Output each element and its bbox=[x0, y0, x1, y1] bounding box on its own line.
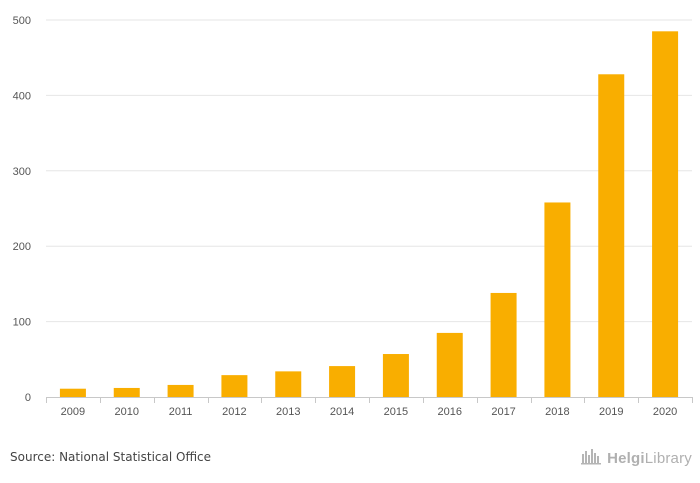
bar-2012 bbox=[221, 375, 248, 397]
y-tick-label: 0 bbox=[25, 392, 31, 404]
y-tick-label: 100 bbox=[13, 317, 31, 329]
bar-2018 bbox=[544, 202, 571, 397]
y-tick-label: 400 bbox=[13, 90, 31, 102]
x-axis-tick-labels: 2009 2010 2011 2012 2013 2014 2015 2016 2017 2018… bbox=[61, 406, 678, 418]
x-tick-label: 2020 bbox=[653, 406, 677, 418]
x-tick-label: 2018 bbox=[545, 406, 569, 418]
bar-2013 bbox=[275, 371, 302, 397]
bar-chart: 0 100 200 300 400 500 2009 2010 2011 2012 2013 201… bbox=[13, 15, 693, 418]
brand-name: HelgiLibrary bbox=[607, 450, 692, 467]
x-tick-label: 2015 bbox=[384, 406, 408, 418]
bar-2017 bbox=[490, 292, 517, 397]
x-tick-label: 2013 bbox=[276, 406, 300, 418]
brand-name-part2: Library bbox=[644, 449, 692, 467]
y-axis-tick-labels: 0 100 200 300 400 500 bbox=[13, 15, 31, 404]
bar-2019 bbox=[598, 74, 625, 398]
bar-2016 bbox=[436, 332, 463, 397]
bar-2020 bbox=[652, 31, 679, 398]
bar-2009 bbox=[59, 388, 86, 397]
x-tick-label: 2012 bbox=[222, 406, 246, 418]
bars bbox=[59, 31, 679, 398]
helgi-library-logo-icon bbox=[581, 447, 603, 469]
y-tick-label: 200 bbox=[13, 241, 31, 253]
brand-logo: HelgiLibrary bbox=[581, 447, 692, 469]
x-tick-label: 2010 bbox=[115, 406, 139, 418]
x-tick-label: 2017 bbox=[491, 406, 515, 418]
brand-name-part1: Helgi bbox=[607, 449, 645, 467]
y-tick-label: 300 bbox=[13, 166, 31, 178]
bar-2011 bbox=[167, 384, 194, 397]
source-note: Source: National Statistical Office bbox=[10, 450, 212, 464]
x-tick-label: 2016 bbox=[438, 406, 462, 418]
x-tick-label: 2009 bbox=[61, 406, 85, 418]
bar-2015 bbox=[382, 354, 409, 397]
bar-2014 bbox=[329, 366, 356, 397]
y-tick-label: 500 bbox=[13, 15, 31, 27]
x-axis bbox=[46, 397, 693, 403]
x-tick-label: 2011 bbox=[169, 406, 193, 418]
bar-2010 bbox=[113, 387, 140, 397]
gridlines bbox=[46, 19, 692, 323]
x-tick-label: 2014 bbox=[330, 406, 354, 418]
x-tick-label: 2019 bbox=[599, 406, 623, 418]
